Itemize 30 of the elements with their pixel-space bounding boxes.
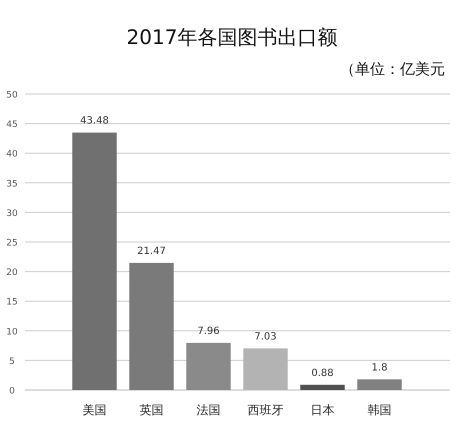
x-tick-label: 韩国 <box>368 403 392 417</box>
bar <box>129 262 174 390</box>
y-tick-label: 15 <box>6 298 18 308</box>
x-tick-label: 美国 <box>82 403 106 417</box>
bar <box>300 384 345 390</box>
x-tick-label: 西班牙 <box>248 403 284 417</box>
bar <box>186 342 231 390</box>
y-tick-label: 20 <box>6 268 18 278</box>
y-tick-label: 5 <box>9 356 15 367</box>
data-label: 7.96 <box>197 326 220 337</box>
data-label: 0.88 <box>311 368 334 379</box>
y-tick-label: 40 <box>6 150 18 160</box>
data-label: 7.03 <box>254 331 277 342</box>
data-label: 43.48 <box>80 116 109 127</box>
x-tick-label: 日本 <box>310 403 334 417</box>
y-tick-label: 0 <box>9 386 16 396</box>
x-tick-label: 法国 <box>196 403 220 417</box>
x-tick-label: 英国 <box>140 403 164 417</box>
y-tick-label: 50 <box>6 90 18 100</box>
chart-title: 2017年各国图书出口额 <box>126 25 338 49</box>
data-label: 1.8 <box>372 362 388 374</box>
chart-subtitle: （单位：亿美元 <box>340 60 445 78</box>
bar <box>357 379 402 390</box>
y-tick-label: 30 <box>6 208 18 219</box>
y-tick-label: 45 <box>6 120 18 130</box>
y-tick-label: 35 <box>6 179 18 190</box>
data-label: 21.47 <box>137 246 166 257</box>
y-tick-label: 25 <box>6 238 18 248</box>
bar <box>72 132 117 390</box>
y-tick-label: 10 <box>6 327 18 338</box>
